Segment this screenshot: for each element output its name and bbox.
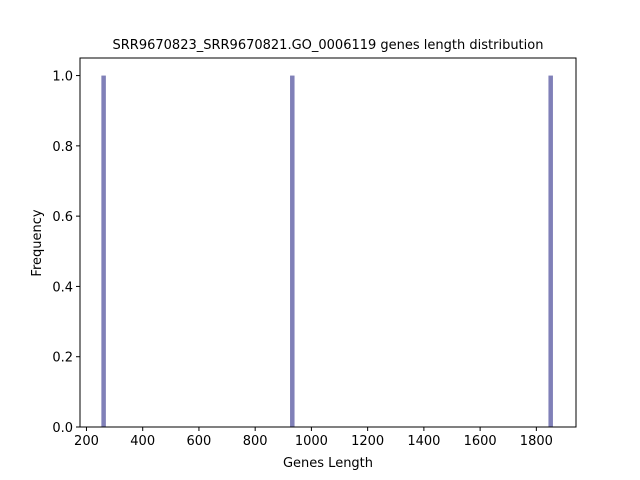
y-tick-label: 0.4 xyxy=(52,280,73,295)
x-tick-label: 1600 xyxy=(464,434,497,449)
x-tick-label: 1000 xyxy=(295,434,328,449)
y-axis-label: Frequency xyxy=(30,209,45,276)
bar-0 xyxy=(101,75,106,428)
bars-group xyxy=(101,75,553,428)
x-tick-label: 600 xyxy=(187,434,212,449)
x-axis-label: Genes Length xyxy=(283,456,373,471)
x-tick-label: 200 xyxy=(74,434,99,449)
x-axis-ticks: 200 400 600 800 1000 1200 1400 1600 1800 xyxy=(74,427,553,449)
x-tick-label: 1200 xyxy=(351,434,384,449)
bar-1 xyxy=(290,75,295,428)
x-tick-label: 800 xyxy=(243,434,268,449)
plot-frame xyxy=(79,57,577,428)
x-tick-label: 400 xyxy=(130,434,155,449)
y-tick-label: 0.8 xyxy=(52,140,73,155)
x-tick-label: 1400 xyxy=(407,434,440,449)
y-axis-ticks: 0.0 0.2 0.4 0.6 0.8 1.0 xyxy=(52,70,80,436)
y-tick-label: 1.0 xyxy=(52,70,73,85)
bar-2 xyxy=(548,75,553,428)
y-tick-label: 0.0 xyxy=(52,421,73,436)
y-tick-label: 0.6 xyxy=(52,210,73,225)
chart-title: SRR9670823_SRR9670821.GO_0006119 genes l… xyxy=(113,38,544,53)
y-tick-label: 0.2 xyxy=(52,351,73,366)
x-tick-label: 1800 xyxy=(520,434,553,449)
